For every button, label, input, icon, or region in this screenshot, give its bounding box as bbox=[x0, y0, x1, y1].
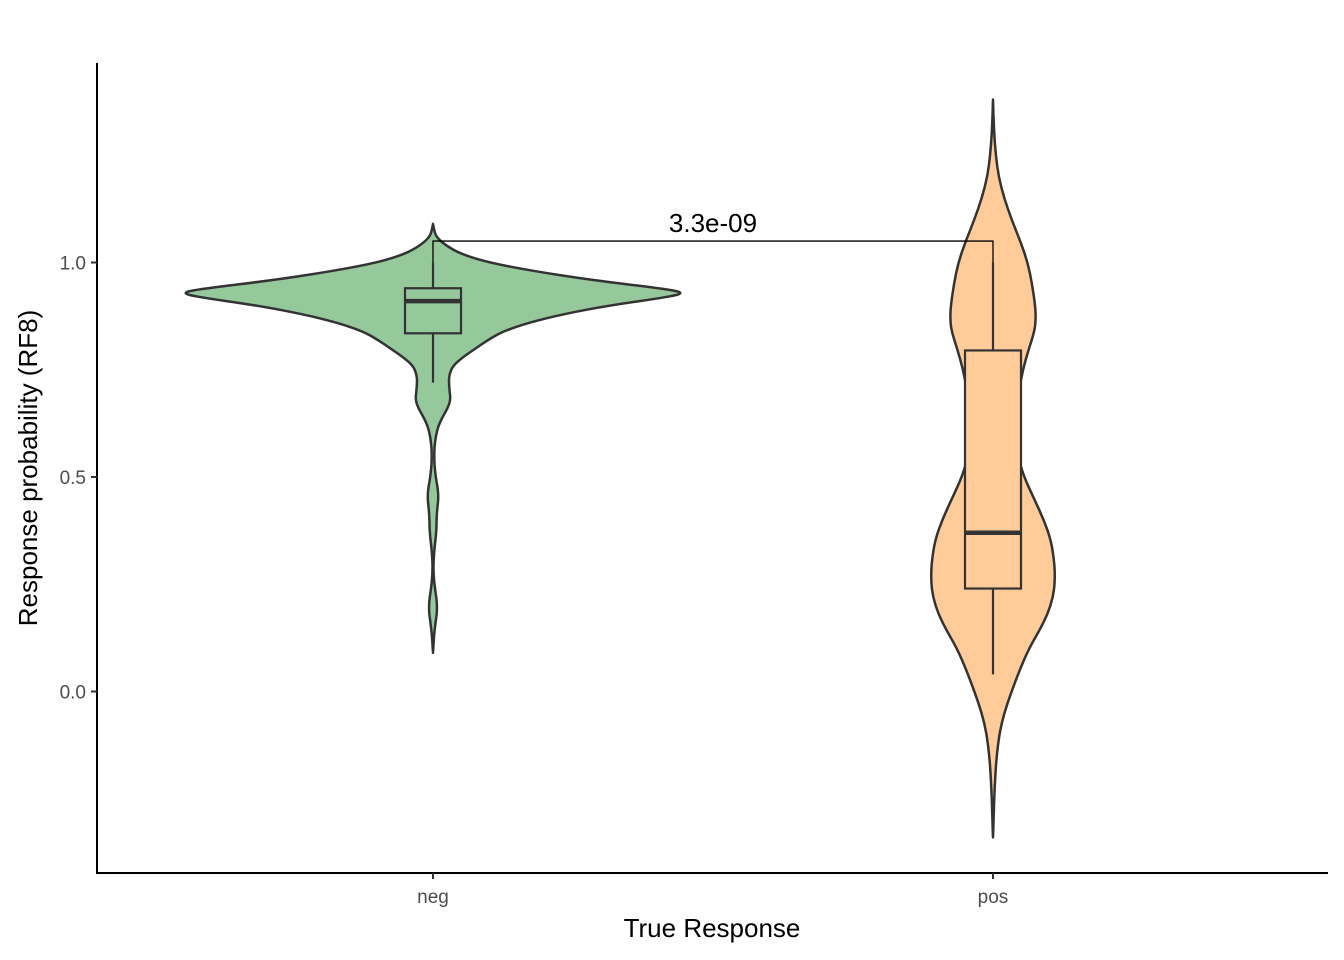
x-tick-label-pos: pos bbox=[978, 887, 1009, 908]
y-axis-title: Response probability (RF8) bbox=[13, 310, 43, 626]
x-axis-title: True Response bbox=[624, 913, 801, 943]
boxplot-layer bbox=[403, 262, 1023, 675]
y-tick-label: 0.5 bbox=[60, 468, 86, 489]
p-value-label: 3.3e-09 bbox=[669, 208, 757, 238]
bracket-line bbox=[432, 240, 994, 263]
y-tick-label: 0.0 bbox=[60, 683, 86, 704]
violin-layer bbox=[184, 98, 1057, 839]
axes: 0.0 0.5 1.0 neg pos bbox=[60, 63, 1328, 908]
x-ticks: neg pos bbox=[417, 873, 1008, 908]
violin-neg bbox=[184, 222, 682, 655]
y-ticks: 0.0 0.5 1.0 bbox=[60, 254, 97, 704]
x-tick-label-neg: neg bbox=[417, 887, 449, 908]
box-pos bbox=[963, 349, 1023, 590]
y-tick-label: 1.0 bbox=[60, 254, 86, 275]
comparison-bracket: 3.3e-09 bbox=[432, 208, 994, 263]
box-neg bbox=[403, 287, 463, 335]
